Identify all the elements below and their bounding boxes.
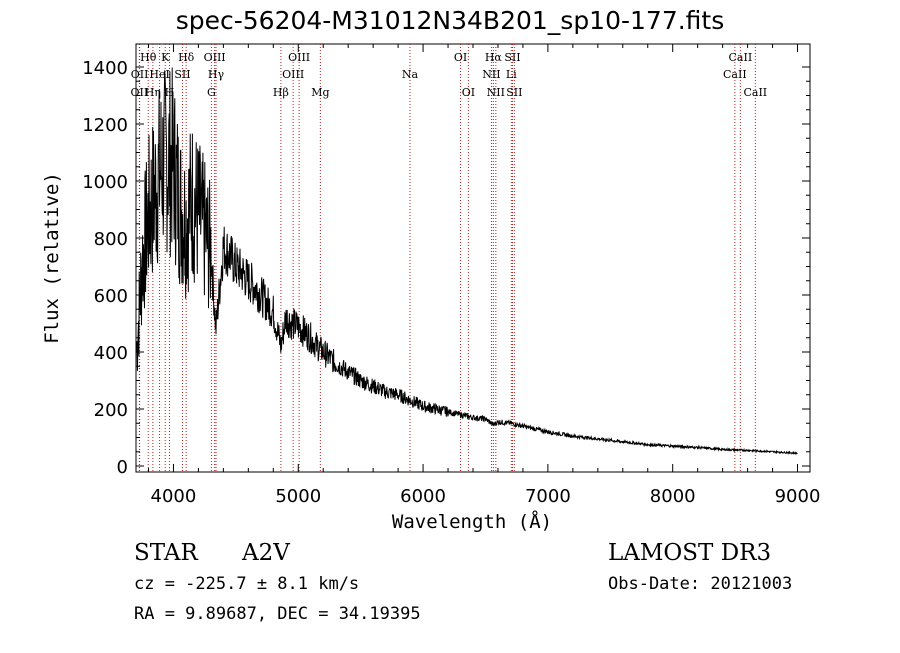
y-tick-label-0: 0 [117,457,128,478]
line-label-3: Hη [145,86,161,99]
line-label-12: Hβ [273,86,289,99]
x-tick-label-2: 6000 [400,486,446,507]
y-tick-label-2: 400 [94,343,128,364]
line-label-18: OI [462,86,475,99]
x-tick-label-3: 7000 [525,486,571,507]
y-tick-label-7: 1400 [82,58,128,79]
line-label-10: G [207,86,216,99]
line-label-17: OI [454,51,467,64]
line-label-20: NII [482,68,500,81]
line-label-19: Hα [485,51,503,64]
line-label-14: OIII [288,51,310,64]
line-label-1: OII [131,68,149,81]
line-label-4: HeI [149,68,169,81]
line-label-15: Mg [311,86,329,99]
ra-dec-coordinates: RA = 9.89687, DEC = 34.19395 [134,604,421,624]
x-axis-label: Wavelength (Å) [392,510,552,533]
y-tick-label-3: 600 [94,286,128,307]
spectrum-line [136,67,798,456]
object-class: STAR [134,540,198,566]
chart-title: spec-56204-M31012N34B201_sp10-177.fits [175,6,725,35]
line-label-27: CaII [743,86,767,99]
y-tick-label-6: 1200 [82,115,128,136]
line-label-25: CaII [729,51,753,64]
object-subclass: A2V [242,540,290,566]
line-label-24: SII [506,86,522,99]
line-label-0: OII [131,86,149,99]
line-label-13: OIII [282,68,304,81]
y-tick-label-1: 200 [94,400,128,421]
spectrum-series [136,67,798,456]
line-label-2: Hθ [140,51,157,64]
line-label-22: SII [504,51,520,64]
x-tick-label-1: 5000 [275,486,321,507]
line-label-23: Li [506,68,517,81]
line-label-21: NII [487,86,505,99]
line-label-26: CaII [723,68,747,81]
line-label-7: SII [174,68,190,81]
line-label-5: K [161,51,170,64]
line-label-16: Na [402,68,419,81]
redshift-cz: cz = -225.7 ± 8.1 km/s [134,574,360,594]
x-tick-label-4: 8000 [650,486,696,507]
line-label-8: Hδ [178,51,195,64]
y-axis-ticks: 0 200 400 600 800 1000 1200 1400 [82,58,810,478]
y-tick-label-5: 1000 [82,172,128,193]
x-tick-label-5: 9000 [775,486,821,507]
y-axis-label: Flux (relative) [41,172,63,344]
line-label-9: OIII [204,51,226,64]
line-label-11: Hγ [208,68,225,81]
x-axis-ticks: 4000 5000 6000 7000 8000 9000 [147,44,821,507]
y-tick-label-4: 800 [94,229,128,250]
x-tick-label-0: 4000 [151,486,197,507]
survey-name: LAMOST DR3 [608,540,772,566]
observation-date: Obs-Date: 20121003 [608,574,793,594]
